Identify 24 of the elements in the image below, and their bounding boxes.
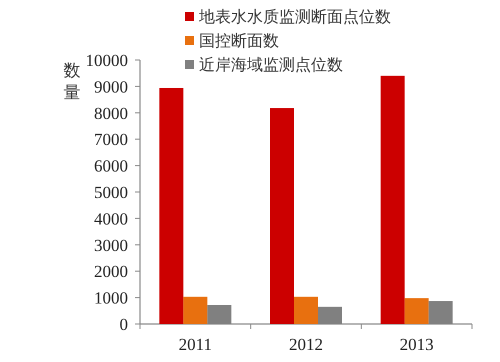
bar — [404, 298, 429, 324]
y-tick-label: 7000 — [94, 130, 128, 150]
legend-label: 近岸海域监测点位数 — [199, 56, 343, 74]
y-tick-label: 0 — [120, 315, 128, 334]
y-axis-title: 数量 — [64, 61, 80, 102]
y-tick-label: 10000 — [86, 51, 128, 70]
y-tick-label: 4000 — [94, 209, 128, 228]
bar — [159, 88, 184, 324]
y-tick-label: 6000 — [94, 156, 128, 176]
x-tick-label: 2012 — [289, 335, 323, 354]
legend-label: 地表水水质监测断面点位数 — [198, 8, 391, 26]
y-tick-label: 3000 — [94, 236, 128, 255]
bar — [294, 296, 318, 324]
bar — [183, 296, 208, 324]
x-tick-label: 2011 — [178, 335, 212, 354]
bar — [270, 108, 294, 324]
y-tick-label: 8000 — [94, 104, 128, 123]
x-tick-label: 2013 — [400, 335, 434, 354]
y-tick-label: 5000 — [94, 183, 128, 202]
y-tick-label: 2000 — [94, 262, 128, 282]
bar — [380, 76, 405, 324]
legend-label: 国控断面数 — [199, 32, 279, 50]
y-tick-label: 9000 — [94, 77, 128, 96]
y-tick-label: 1000 — [94, 288, 128, 308]
